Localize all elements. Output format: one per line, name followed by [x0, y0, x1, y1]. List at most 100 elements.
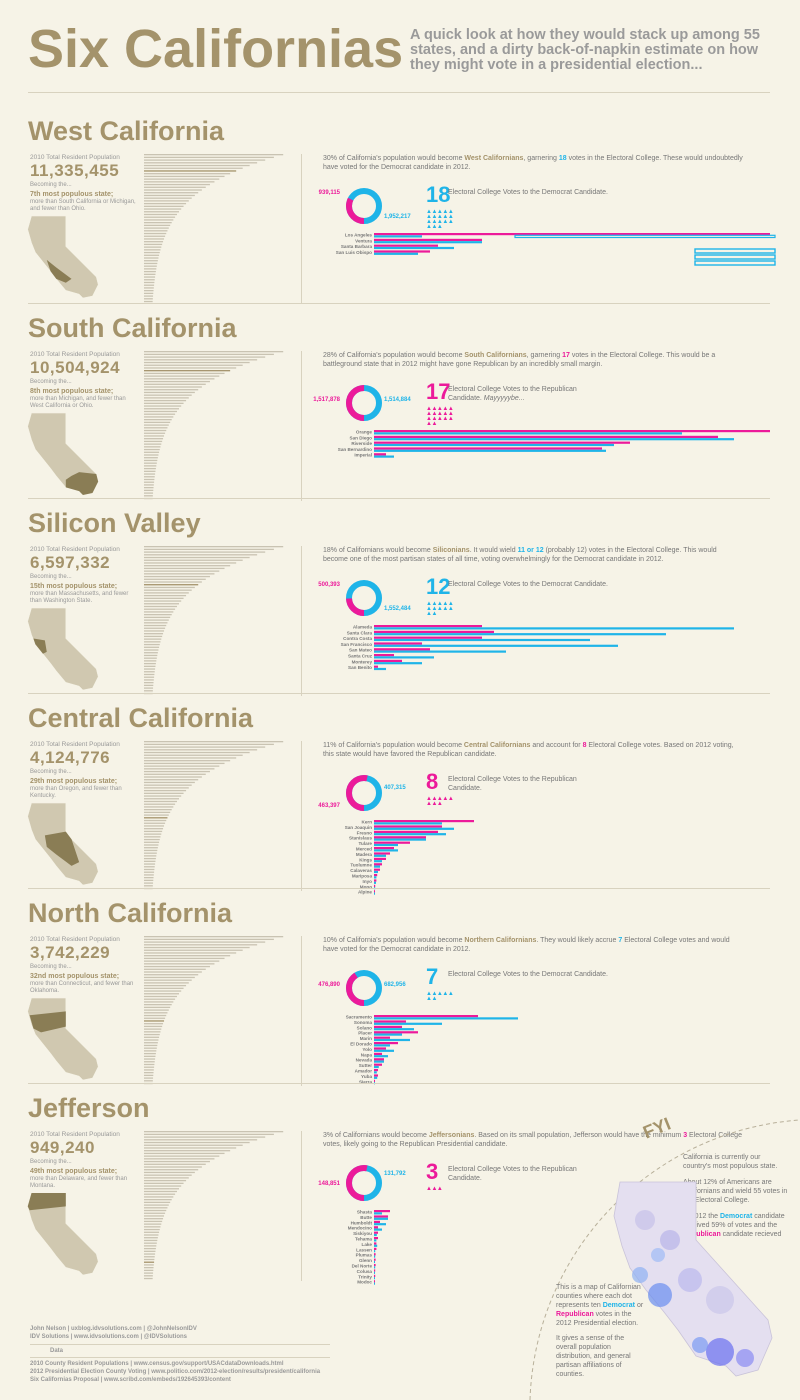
county-label: Trinity	[358, 1274, 372, 1279]
region-highlight	[29, 1011, 66, 1033]
rank-bar	[144, 614, 172, 616]
county-label: Shasta	[357, 1210, 373, 1215]
elector-icon: ▲	[447, 219, 454, 225]
county-rep-bar	[374, 1258, 376, 1261]
county-votes-chart: ShastaButteHumboldtMendocinoSiskiyouTeha…	[348, 1210, 390, 1285]
rank-bar	[144, 454, 159, 456]
rank-bar	[144, 481, 155, 483]
rank-bar	[144, 359, 258, 361]
rank-bar	[144, 410, 177, 413]
rank-bar	[144, 641, 161, 643]
rank-bar	[144, 949, 243, 951]
rank-bar	[144, 946, 250, 949]
state-description: 11% of California's population would bec…	[323, 741, 743, 759]
county-label: Alameda	[353, 625, 373, 630]
county-label: Sierra	[359, 1079, 372, 1084]
rank-bar	[144, 473, 156, 475]
rank-bar	[144, 554, 258, 556]
rank-bar	[144, 594, 187, 597]
county-label: Glenn	[359, 1258, 372, 1263]
highlight-text: South Californians	[464, 352, 527, 359]
elector-icon: ▲	[447, 606, 454, 612]
rank-bar	[144, 1256, 155, 1258]
elector-icon: ▲	[442, 209, 448, 215]
county-label: Contra Costa	[343, 636, 372, 641]
rank-bar	[144, 254, 160, 256]
rank-bar	[144, 1253, 156, 1255]
elector-icon: ▲	[426, 411, 432, 417]
elector-icon: ▲	[431, 996, 437, 1002]
rank-bar-highlight	[144, 170, 237, 172]
rank-bar	[144, 828, 164, 830]
county-dem-overflow	[514, 234, 776, 239]
county-rep-bar	[374, 244, 438, 247]
rank-bar	[144, 476, 155, 478]
vote-share-donut	[346, 970, 382, 1006]
elector-icon: ▲	[442, 991, 448, 997]
ev-text: Electoral College Votes to the Republica…	[448, 1166, 577, 1182]
rank-bar	[144, 192, 199, 194]
rank-bar	[144, 443, 162, 445]
rank-bar	[144, 216, 176, 218]
population-rank: 8th most populous state;	[30, 388, 114, 395]
rank-bar	[144, 156, 274, 159]
population-label: 2010 Total Resident Population	[30, 1131, 120, 1138]
ev-aside: Mayyyyybe...	[481, 395, 525, 402]
rank-bar	[144, 1004, 172, 1006]
highlight-text: Democrat	[602, 1302, 635, 1309]
county-label: Mendocino	[348, 1226, 372, 1231]
region-highlight	[27, 1193, 66, 1211]
rank-bar	[144, 273, 156, 275]
rank-bar	[144, 361, 250, 364]
rank-bar	[144, 1269, 154, 1272]
rank-bar	[144, 287, 154, 289]
county-label: Placer	[358, 1031, 372, 1036]
rank-bar	[144, 760, 231, 762]
republican-votes: 148,851	[318, 1181, 340, 1187]
county-label: Orange	[356, 430, 373, 435]
county-rep-bar	[374, 447, 602, 450]
rank-bar	[144, 295, 154, 297]
rank-bar	[144, 1001, 174, 1003]
county-label: Monterey	[352, 659, 373, 664]
rank-bar	[144, 984, 187, 987]
rank-bar	[144, 162, 258, 164]
rank-bar	[144, 1066, 155, 1068]
rank-bar	[144, 448, 160, 451]
elector-icon: ▲	[431, 991, 437, 997]
elector-icon: ▲	[431, 796, 437, 802]
rank-bar	[144, 811, 171, 814]
elector-icon: ▲	[436, 219, 443, 225]
rank-bar	[144, 982, 189, 984]
elector-icons: ▲▲▲	[426, 1186, 456, 1192]
county-rep-bar	[374, 825, 442, 828]
county-dem-bar	[374, 1033, 402, 1036]
county-dem-bar	[374, 833, 446, 836]
rank-bar	[144, 224, 171, 227]
state-location-map	[27, 607, 99, 691]
rank-bar	[144, 662, 156, 665]
county-rep-bar	[374, 625, 482, 628]
rank-bar	[144, 592, 189, 594]
rank-bar	[144, 378, 215, 380]
population-value: 10,504,924	[30, 358, 121, 377]
rank-bar	[144, 1228, 160, 1231]
county-label: Solano	[357, 1025, 373, 1030]
elector-icon: ▲	[436, 406, 443, 412]
republican-votes: 939,115	[318, 190, 340, 196]
rank-bar	[144, 635, 163, 638]
vote-share-donut	[346, 188, 382, 224]
population-value: 4,124,776	[30, 748, 111, 767]
elector-icon: ▲	[447, 991, 454, 997]
rank-bar	[144, 852, 157, 854]
rank-bar	[144, 402, 184, 404]
rank-bar	[144, 1055, 156, 1057]
rank-bar	[144, 787, 189, 789]
rank-bar	[144, 351, 284, 353]
democrat-votes: 407,315	[384, 785, 406, 791]
rank-bar	[144, 844, 159, 846]
county-rep-bar	[374, 1074, 378, 1077]
rank-bar	[144, 638, 162, 640]
rank-bar	[144, 1163, 206, 1165]
elector-icon: ▲	[442, 214, 448, 220]
